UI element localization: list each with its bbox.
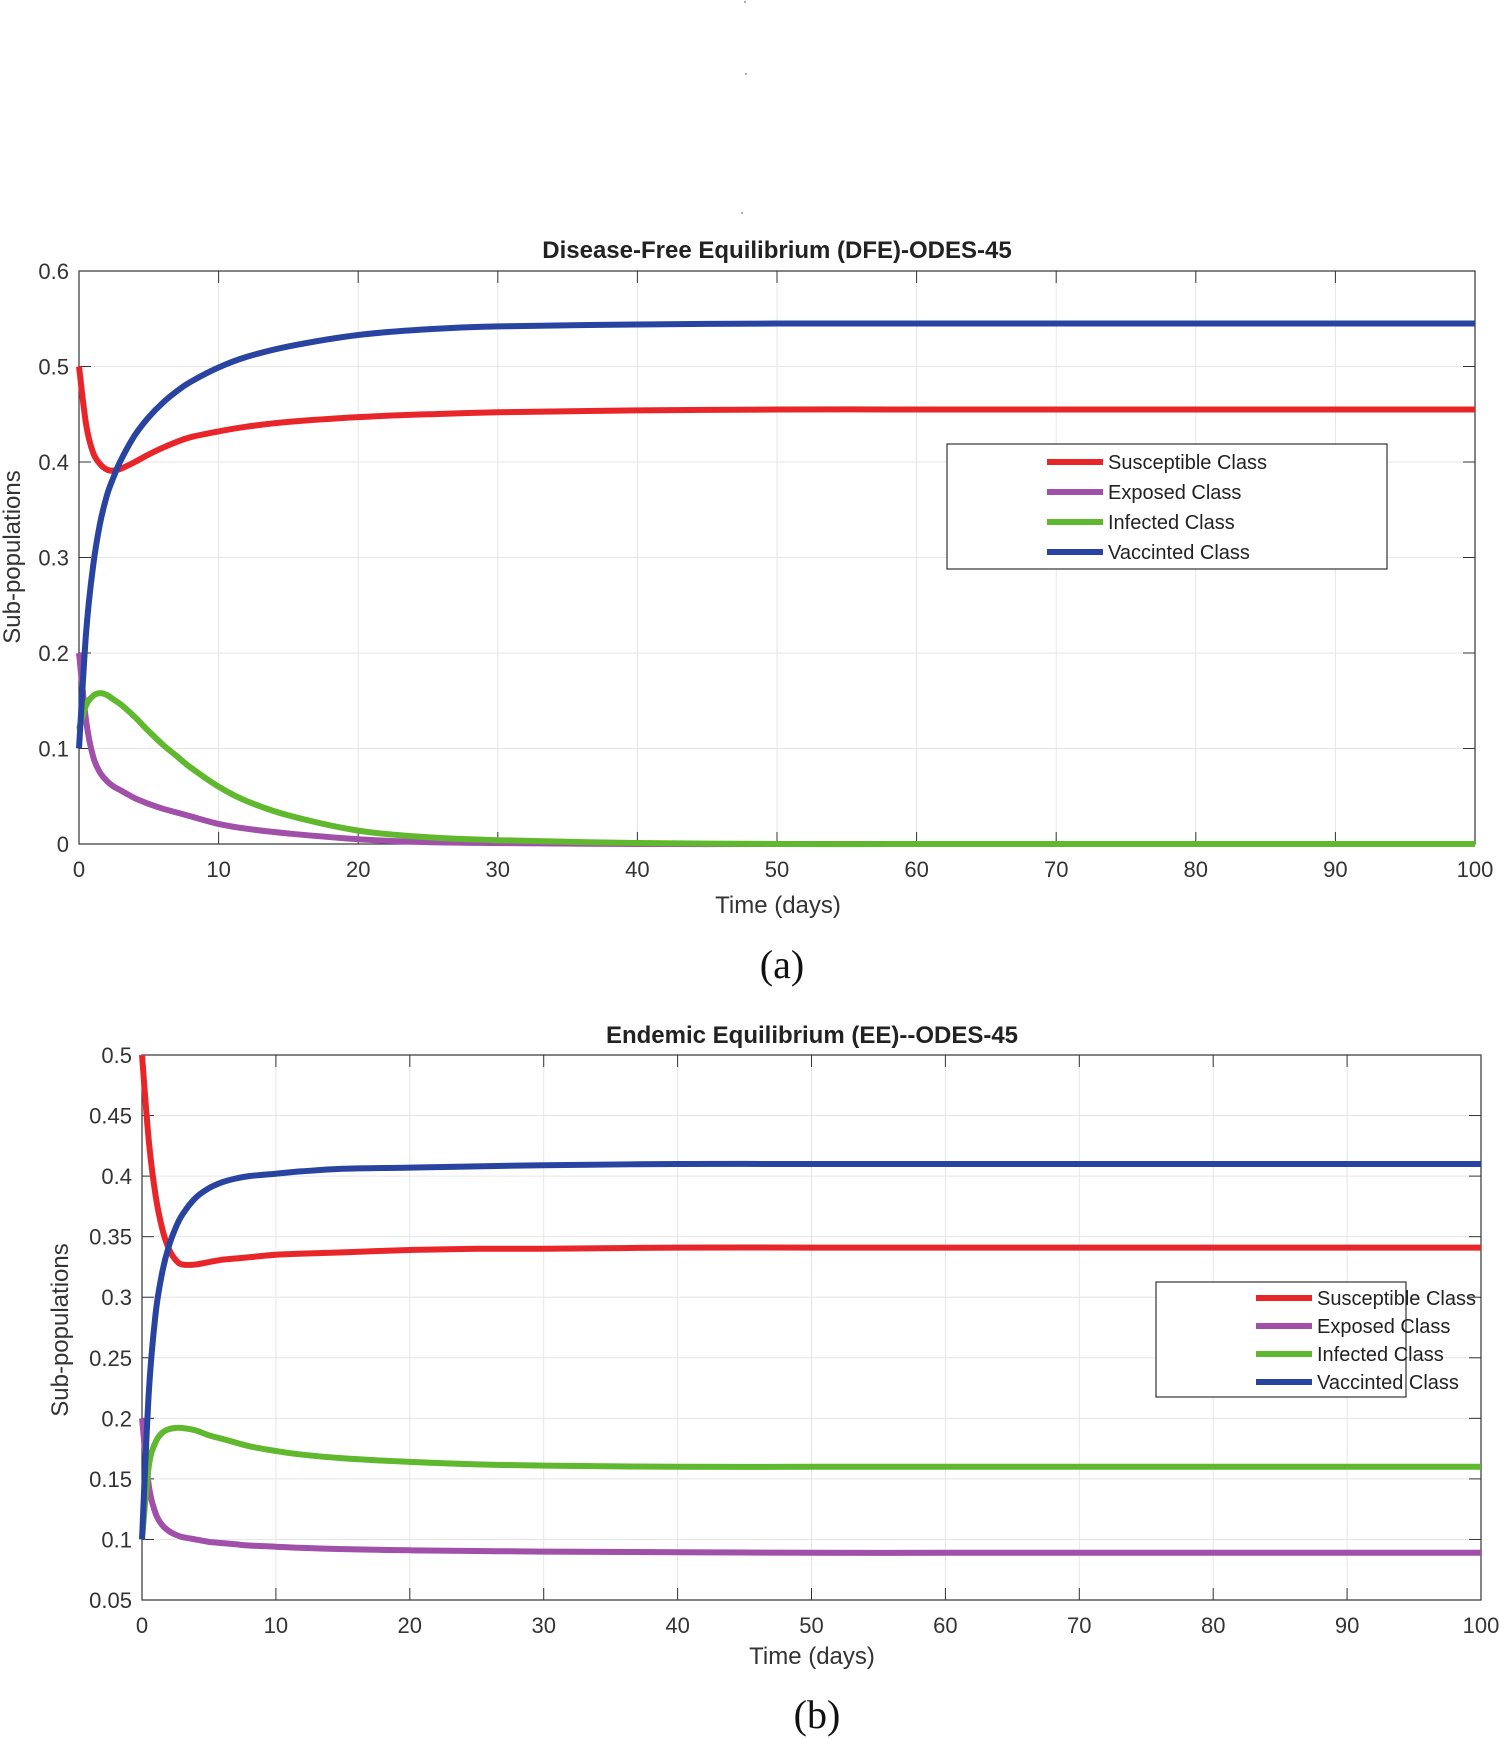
chart-title: Endemic Equilibrium (EE)--ODES-45	[606, 1022, 1018, 1049]
x-tick-label: 0	[136, 1613, 148, 1638]
legend-box	[1155, 1281, 1407, 1398]
legend-label: Exposed Class	[1317, 1316, 1450, 1338]
legend-label: Vaccinted Class	[1108, 542, 1250, 564]
x-tick-label: 80	[1184, 857, 1208, 882]
x-tick-label: 70	[1044, 857, 1068, 882]
chart-dfe: Disease-Free Equilibrium (DFE)-ODES-45 T…	[0, 237, 1493, 987]
x-tick-label: 40	[625, 857, 649, 882]
x-tick-label: 60	[904, 857, 928, 882]
series-line-susceptible-class	[76, 366, 1475, 474]
legend-label: Exposed Class	[1108, 482, 1241, 504]
x-tick-label: 40	[665, 1613, 689, 1638]
series-lines	[76, 320, 1475, 848]
chart-ee: Endemic Equilibrium (EE)--ODES-45 Time (…	[47, 1022, 1499, 1737]
y-tick-label: 0.25	[89, 1346, 132, 1371]
y-tick-label: 0.35	[89, 1225, 132, 1250]
y-tick-label: 0.05	[89, 1588, 132, 1613]
y-tick-label: 0.1	[38, 737, 69, 762]
y-tick-label: 0.4	[101, 1164, 132, 1189]
y-tick-label: 0.3	[101, 1285, 132, 1310]
series-line-vaccinted-class	[139, 1160, 1481, 1540]
panel-label: (b)	[794, 1692, 841, 1737]
x-tick-label: 30	[531, 1613, 555, 1638]
speck-mark	[745, 73, 747, 75]
series-line-exposed-class	[139, 1418, 1481, 1556]
x-tick-label: 50	[765, 857, 789, 882]
legend: Susceptible Class Exposed Class Infected C…	[1155, 1281, 1476, 1398]
y-tick-label: 0.5	[38, 355, 69, 380]
chart-title: Disease-Free Equilibrium (DFE)-ODES-45	[542, 237, 1011, 264]
y-tick-label: 0.2	[38, 641, 69, 666]
series-lines	[139, 1054, 1481, 1556]
legend-label: Infected Class	[1317, 1344, 1444, 1366]
legend-box	[946, 443, 1388, 570]
speck-mark	[741, 212, 743, 214]
y-tick-label: 0.6	[38, 259, 69, 284]
y-tick-label: 0.4	[38, 450, 69, 475]
y-tick-label: 0.45	[89, 1104, 132, 1129]
y-tick-label: 0.3	[38, 546, 69, 571]
x-axis-label: Time (days)	[749, 1643, 875, 1670]
x-tick-label: 50	[799, 1613, 823, 1638]
x-tick-label: 60	[933, 1613, 957, 1638]
speck-mark	[744, 1, 746, 3]
x-tick-label: 20	[346, 857, 370, 882]
x-tick-label: 10	[206, 857, 230, 882]
x-tick-label: 20	[398, 1613, 422, 1638]
x-tick-label: 90	[1335, 1613, 1359, 1638]
y-axis-label: Sub-populations	[47, 1243, 74, 1416]
x-tick-label: 0	[73, 857, 85, 882]
series-line-susceptible-class	[139, 1054, 1481, 1268]
legend-label: Vaccinted Class	[1317, 1372, 1459, 1394]
y-axis-label: Sub-populations	[0, 470, 26, 643]
legend: Susceptible Class Exposed Class Infected C…	[946, 443, 1388, 570]
x-ticks: 0 10 20 30 40 50 60 70 80 90 100	[136, 1055, 1499, 1638]
x-tick-label: 70	[1067, 1613, 1091, 1638]
legend-label: Infected Class	[1108, 512, 1235, 534]
x-tick-label: 80	[1201, 1613, 1225, 1638]
y-ticks: 0.05 0.1 0.15 0.2 0.25 0.3 0.35 0.4 0.45 0.5	[89, 1043, 1481, 1613]
y-tick-label: 0.1	[101, 1527, 132, 1552]
x-tick-label: 100	[1463, 1613, 1500, 1638]
y-tick-label: 0	[57, 832, 69, 857]
x-ticks: 0 10 20 30 40 50 60 70 80 90 100	[73, 271, 1493, 882]
x-tick-label: 10	[264, 1613, 288, 1638]
x-tick-label: 30	[486, 857, 510, 882]
y-tick-label: 0.15	[89, 1467, 132, 1492]
series-line-infected-class	[139, 1424, 1481, 1540]
panel-label: (a)	[760, 942, 804, 987]
series-line-vaccinted-class	[76, 320, 1475, 749]
y-ticks: 0 0.1 0.2 0.3 0.4 0.5 0.6	[38, 259, 1475, 857]
x-tick-label: 90	[1323, 857, 1347, 882]
x-tick-label: 100	[1457, 857, 1494, 882]
series-line-infected-class	[76, 690, 1475, 848]
legend-label: Susceptible Class	[1108, 452, 1267, 474]
y-tick-label: 0.2	[101, 1406, 132, 1431]
y-tick-label: 0.5	[101, 1043, 132, 1068]
x-axis-label: Time (days)	[715, 892, 841, 919]
legend-label: Susceptible Class	[1317, 1288, 1476, 1310]
